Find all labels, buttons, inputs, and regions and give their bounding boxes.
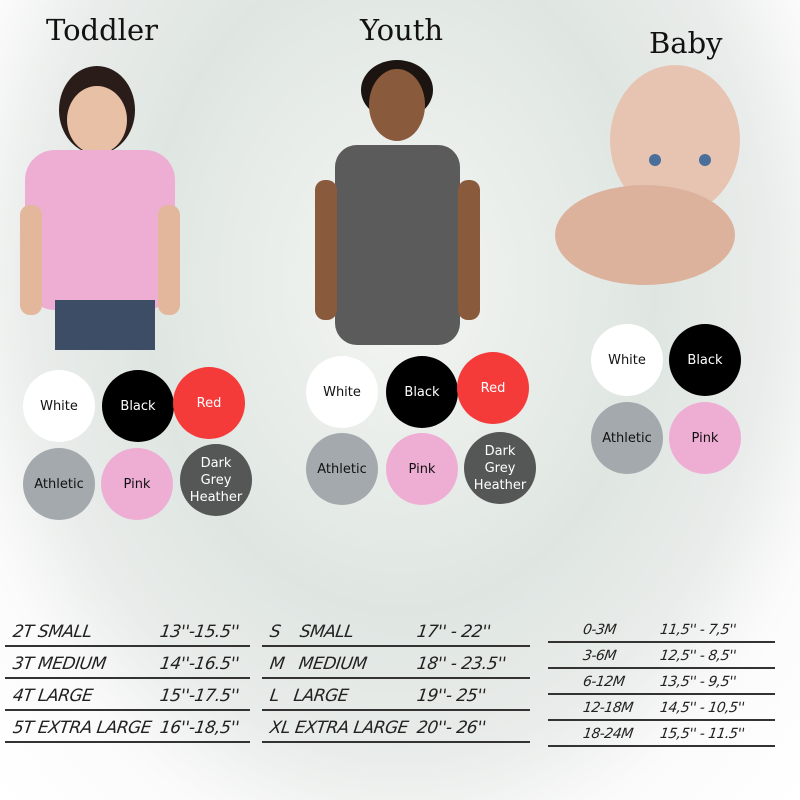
size-label: 3-6M [581,648,618,664]
size-label: 2T SMALL [11,622,94,642]
size-range: 15''-17.5'' [158,686,241,706]
size-label: 18-24M [581,726,634,742]
size-label: L LARGE [268,686,350,706]
size-row: 0-3M 11,5'' - 7,5'' [548,617,775,643]
toddler-title: Toddler [46,13,158,47]
size-range: 12,5'' - 8,5'' [658,648,737,664]
size-label: 6-12M [581,674,626,690]
baby-photo [555,65,740,285]
size-label: 3T MEDIUM [11,654,108,674]
size-row: 18-24M 15,5'' - 11.5'' [548,721,775,747]
size-row: 2T SMALL 13''-15.5'' [5,615,250,647]
size-row: 3-6M 12,5'' - 8,5'' [548,643,775,669]
size-row: 3T MEDIUM 14''-16.5'' [5,647,250,679]
color-swatch-dark-grey-heather: Dark Grey Heather [180,444,252,516]
size-range: 17'' - 22'' [415,622,492,642]
color-swatch-red: Red [173,367,245,439]
size-label: M MEDIUM [268,654,368,674]
size-label: 5T EXTRA LARGE [11,718,153,738]
size-row: XL EXTRA LARGE 20''- 26'' [262,711,530,743]
color-swatch-black: Black [102,370,174,442]
size-range: 14,5'' - 10,5'' [658,700,746,716]
size-row: 5T EXTRA LARGE 16''-18,5'' [5,711,250,743]
size-range: 19''- 25'' [415,686,487,706]
size-label: S SMALL [268,622,355,642]
youth-size-table: S SMALL 17'' - 22'' M MEDIUM 18'' - 23.5'' L… [262,615,530,743]
color-swatch-white: White [591,324,663,396]
color-swatch-athletic: Athletic [23,448,95,520]
size-row: S SMALL 17'' - 22'' [262,615,530,647]
toddler-size-table: 2T SMALL 13''-15.5'' 3T MEDIUM 14''-16.5'' 4… [5,615,250,743]
size-range: 18'' - 23.5'' [415,654,508,674]
baby-title: Baby [649,26,723,60]
color-swatch-dark-grey-heather: Dark Grey Heather [464,432,536,504]
size-range: 15,5'' - 11.5'' [658,726,746,742]
toddler-photo [20,66,180,350]
size-label: XL EXTRA LARGE [268,718,410,738]
size-range: 14''-16.5'' [158,654,241,674]
color-swatch-white: White [23,370,95,442]
size-row: 12-18M 14,5'' - 10,5'' [548,695,775,721]
size-label: 12-18M [581,700,634,716]
color-swatch-athletic: Athletic [306,433,378,505]
youth-title: Youth [360,13,444,47]
size-row: L LARGE 19''- 25'' [262,679,530,711]
size-range: 13,5'' - 9,5'' [658,674,737,690]
color-swatch-athletic: Athletic [591,402,663,474]
size-range: 16''-18,5'' [158,718,241,738]
size-row: 6-12M 13,5'' - 9,5'' [548,669,775,695]
color-swatch-pink: Pink [386,433,458,505]
color-swatch-red: Red [457,352,529,424]
color-swatch-black: Black [386,356,458,428]
size-range: 11,5'' - 7,5'' [658,622,737,638]
size-label: 4T LARGE [11,686,94,706]
youth-photo [315,60,480,345]
color-swatch-white: White [306,356,378,428]
size-range: 13''-15.5'' [158,622,241,642]
size-row: M MEDIUM 18'' - 23.5'' [262,647,530,679]
color-swatch-pink: Pink [669,402,741,474]
size-label: 0-3M [581,622,618,638]
size-range: 20''- 26'' [415,718,487,738]
size-row: 4T LARGE 15''-17.5'' [5,679,250,711]
baby-size-table: 0-3M 11,5'' - 7,5'' 3-6M 12,5'' - 8,5'' 6-12… [548,617,775,747]
color-swatch-black: Black [669,324,741,396]
color-swatch-pink: Pink [101,448,173,520]
